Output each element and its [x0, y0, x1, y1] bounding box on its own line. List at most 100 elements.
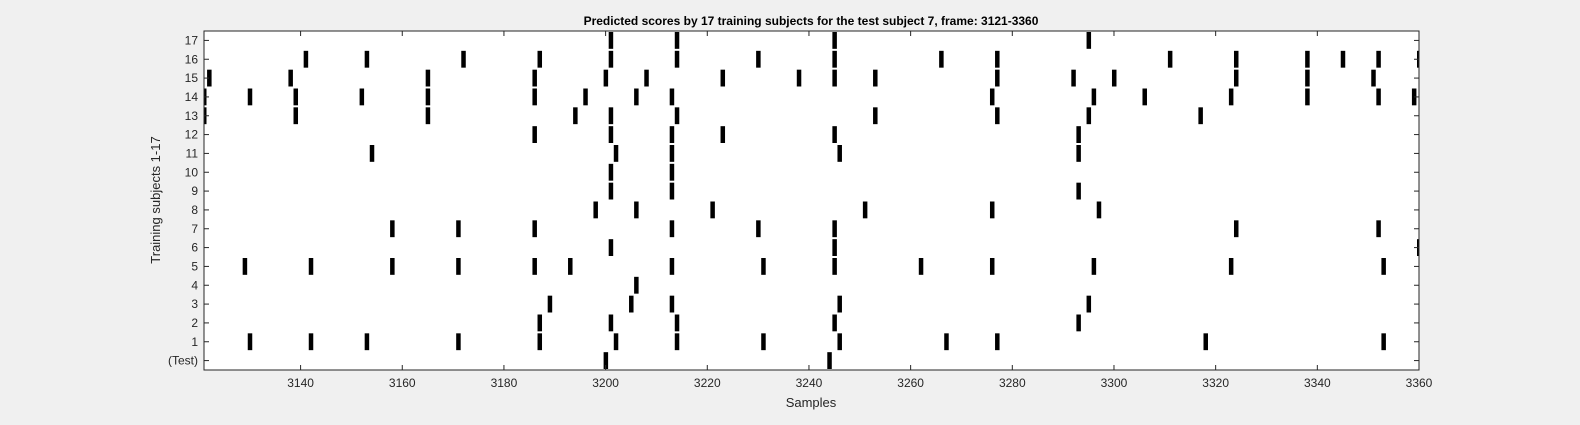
- event-mark: [1076, 145, 1081, 162]
- event-mark: [456, 333, 461, 351]
- x-tick-label: 3140: [287, 376, 314, 390]
- event-mark: [456, 220, 461, 238]
- event-mark: [1091, 258, 1097, 275]
- event-mark: [918, 258, 924, 275]
- event-mark: [674, 50, 680, 68]
- event-mark: [644, 69, 649, 87]
- event-mark: [669, 258, 675, 275]
- event-mark: [1376, 88, 1381, 106]
- event-mark: [1305, 69, 1310, 87]
- x-tick-label: 3300: [1101, 376, 1128, 390]
- event-mark: [1167, 50, 1173, 68]
- event-mark: [827, 352, 832, 369]
- event-mark: [989, 88, 995, 106]
- event-mark: [1228, 88, 1234, 106]
- y-tick-label: 2: [191, 316, 198, 330]
- event-mark: [832, 32, 837, 49]
- y-tick-label: 9: [191, 184, 198, 198]
- plot-area: [204, 31, 1419, 370]
- event-mark: [720, 69, 726, 87]
- event-mark: [1096, 201, 1102, 219]
- event-mark: [1381, 333, 1386, 351]
- event-mark: [308, 333, 314, 351]
- event-mark: [608, 182, 614, 200]
- event-mark: [532, 258, 537, 275]
- event-mark: [1233, 220, 1239, 238]
- event-mark: [756, 50, 761, 68]
- y-tick-label: 7: [191, 222, 198, 236]
- event-mark: [669, 295, 675, 313]
- event-mark: [837, 333, 842, 351]
- event-mark: [608, 32, 614, 49]
- event-mark: [583, 88, 588, 106]
- event-mark: [456, 258, 461, 275]
- event-mark: [532, 220, 537, 238]
- event-mark: [634, 88, 639, 106]
- x-tick-label: 3340: [1304, 376, 1331, 390]
- event-mark: [832, 314, 837, 332]
- event-mark: [634, 201, 639, 219]
- event-mark: [593, 201, 598, 219]
- event-mark: [944, 333, 949, 351]
- x-axis-label: Samples: [786, 395, 837, 410]
- event-mark: [761, 333, 766, 351]
- x-tick-label: 3240: [796, 376, 823, 390]
- y-tick-label: 5: [191, 259, 198, 273]
- event-mark: [1340, 50, 1346, 68]
- event-mark: [873, 107, 878, 125]
- event-mark: [989, 201, 995, 219]
- y-tick-label: 13: [185, 109, 199, 123]
- y-tick-label: 1: [191, 335, 198, 349]
- y-tick-label: 14: [185, 90, 199, 104]
- event-mark: [796, 69, 802, 87]
- event-mark: [390, 220, 395, 238]
- event-mark: [720, 126, 726, 143]
- event-mark: [669, 145, 675, 162]
- y-tick-label: 12: [185, 128, 199, 142]
- event-mark: [1233, 50, 1239, 68]
- event-mark: [532, 69, 537, 87]
- event-mark: [608, 107, 614, 125]
- x-tick-label: 3160: [389, 376, 416, 390]
- event-mark: [608, 239, 614, 256]
- x-tick-label: 3220: [694, 376, 721, 390]
- chart-title: Predicted scores by 17 training subjects…: [584, 14, 1039, 28]
- event-mark: [207, 69, 212, 87]
- event-mark: [1091, 88, 1097, 106]
- event-mark: [364, 50, 370, 68]
- event-mark: [308, 258, 314, 275]
- y-tick-label: 3: [191, 297, 198, 311]
- event-mark: [461, 50, 466, 68]
- event-mark: [832, 220, 837, 238]
- y-tick-label: 17: [185, 33, 199, 47]
- event-mark: [1305, 88, 1310, 106]
- event-mark: [669, 163, 675, 181]
- x-tick-label: 3180: [491, 376, 518, 390]
- event-mark: [568, 258, 573, 275]
- event-mark: [1376, 50, 1381, 68]
- event-mark: [1305, 50, 1310, 68]
- x-axis-ticks: 3140 3160 3180 3200 3220 3240 3260 3280 3300 3320…: [287, 31, 1433, 390]
- event-mark: [1198, 107, 1203, 125]
- event-mark: [832, 69, 837, 87]
- event-mark: [1376, 220, 1381, 238]
- event-mark: [390, 258, 395, 275]
- event-mark: [674, 107, 680, 125]
- event-mark: [537, 333, 543, 351]
- event-mark: [293, 88, 299, 106]
- x-tick-label: 3320: [1202, 376, 1229, 390]
- event-mark: [608, 50, 614, 68]
- event-mark: [1381, 258, 1386, 275]
- event-mark: [613, 145, 619, 162]
- event-mark: [573, 107, 578, 125]
- event-mark: [1233, 69, 1239, 87]
- event-mark: [1076, 126, 1081, 143]
- event-mark: [669, 182, 675, 200]
- event-mark: [532, 88, 537, 106]
- event-mark: [1076, 182, 1081, 200]
- event-mark: [364, 333, 370, 351]
- event-mark: [293, 107, 299, 125]
- event-mark: [425, 69, 431, 87]
- y-tick-label: 6: [191, 241, 198, 255]
